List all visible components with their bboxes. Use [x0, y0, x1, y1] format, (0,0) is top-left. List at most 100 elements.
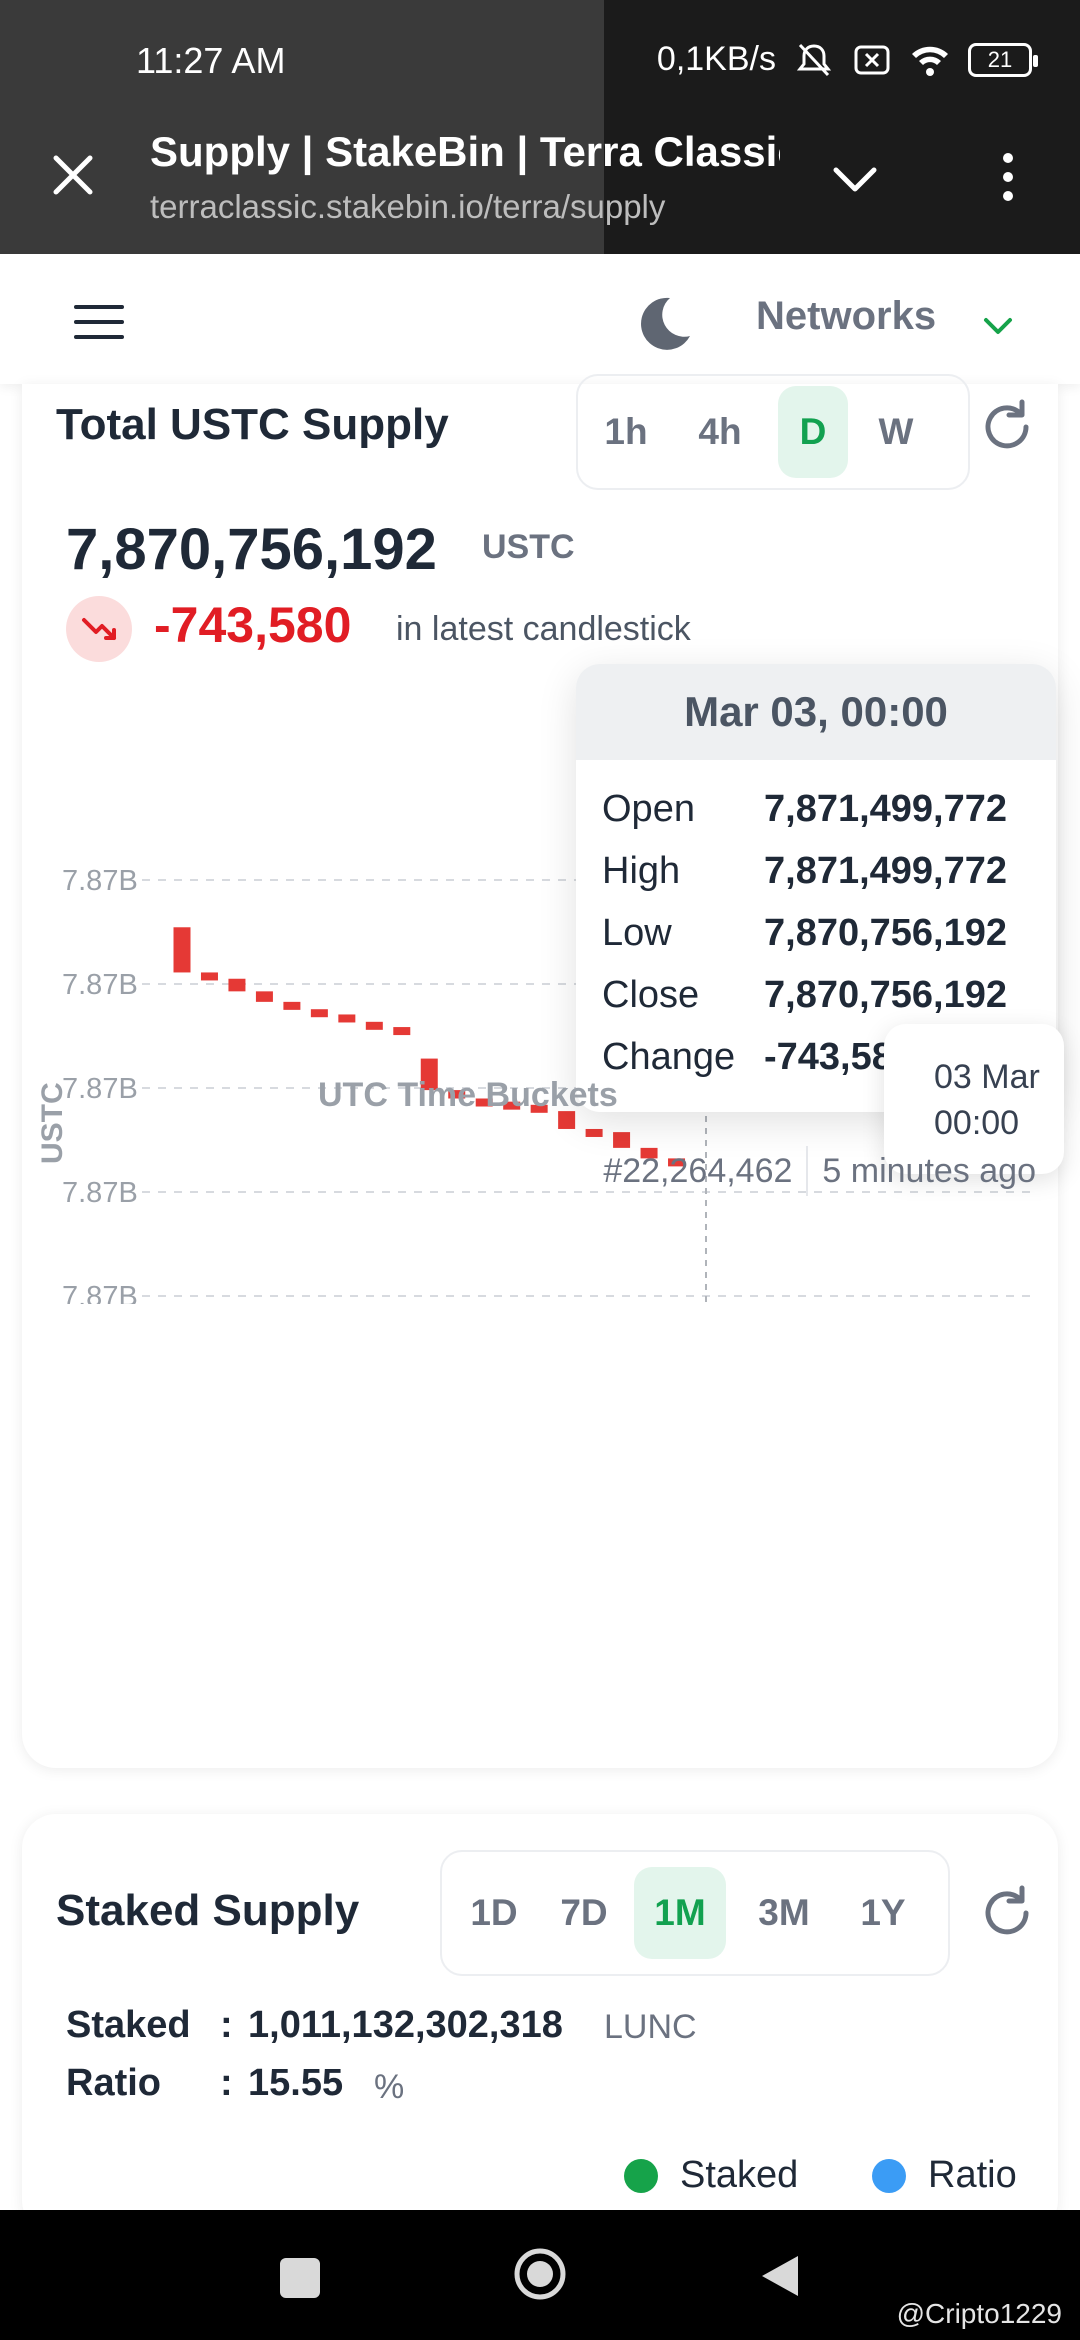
- y-tick-label: 7.87B: [62, 969, 138, 1001]
- y-axis-title: USTC: [36, 1082, 69, 1164]
- total-supply-value: 7,870,756,192: [66, 517, 437, 582]
- watermark: @Cripto1229: [896, 2298, 1062, 2329]
- staked-value: 1,011,132,302,318: [248, 2004, 563, 2046]
- candle-17-feb[interactable]: [310, 1009, 328, 1018]
- tooltip-label: Close: [602, 973, 700, 1016]
- interval-1d[interactable]: 1D: [470, 1892, 518, 1933]
- tooltip-row-open: Open 7,871,499,772: [602, 778, 1056, 840]
- candle-02-mar[interactable]: [668, 1158, 686, 1167]
- wifi-icon: [912, 46, 948, 76]
- ratio-unit: %: [374, 2068, 405, 2106]
- ratio-colon: :: [220, 2062, 233, 2104]
- total-supply-title: Total USTC Supply: [56, 400, 449, 449]
- header-shade: [0, 0, 604, 254]
- interval-1m[interactable]: 1M: [634, 1867, 726, 1959]
- divider: [806, 1146, 809, 1196]
- y-tick-label: 7.87B: [62, 1177, 138, 1209]
- recent-apps-button[interactable]: [280, 2258, 320, 2298]
- interval-w[interactable]: W: [878, 411, 914, 452]
- mute-bell-icon: [796, 43, 832, 76]
- y-tick-label: 7.87B: [62, 865, 138, 897]
- tooltip-label: Open: [602, 787, 695, 830]
- total-supply-unit: USTC: [482, 528, 575, 566]
- tooltip-value: 7,871,499,772: [764, 787, 1008, 830]
- hover-time: 00:00: [934, 1104, 1020, 1142]
- legend-label: Ratio: [928, 2154, 1017, 2196]
- status-time: 11:27 AM: [136, 40, 286, 81]
- interval-selector: 1h 4h D W: [576, 374, 970, 490]
- status-bar: 11:27 AM 0,1KB/s 21: [0, 0, 1080, 125]
- candle-12-feb[interactable]: [173, 927, 191, 973]
- chevron-down-icon[interactable]: [980, 310, 1016, 340]
- staked-supply-card: Staked Supply 1D 7D 1M 3M 1Y Staked : 1,…: [22, 1814, 1058, 2234]
- candle-01-mar[interactable]: [640, 1147, 658, 1159]
- battery-level: 21: [987, 46, 1013, 72]
- staked-unit: LUNC: [604, 2008, 697, 2046]
- candle-28-feb[interactable]: [613, 1132, 631, 1148]
- legend-staked[interactable]: Staked: [624, 2154, 798, 2197]
- tooltip-header: Mar 03, 00:00: [576, 664, 1056, 760]
- candle-13-feb[interactable]: [200, 972, 218, 981]
- interval-1h[interactable]: 1h: [604, 411, 648, 452]
- candle-15-feb[interactable]: [255, 991, 273, 1002]
- latest-change-note: in latest candlestick: [396, 610, 691, 648]
- page-title: Supply | StakeBin | Terra Classic: [150, 128, 780, 175]
- interval-1y[interactable]: 1Y: [860, 1892, 906, 1933]
- candle-14-feb[interactable]: [228, 978, 246, 992]
- tooltip-value: 7,870,756,192: [764, 911, 1008, 954]
- interval-d[interactable]: D: [778, 386, 848, 478]
- ratio-value: 15.55: [248, 2062, 344, 2104]
- dark-mode-moon-icon[interactable]: [636, 294, 694, 352]
- home-button-icon[interactable]: [512, 2246, 568, 2302]
- staked-interval-selector: 1D 7D 1M 3M 1Y: [440, 1850, 950, 1976]
- block-height[interactable]: #22,264,462: [603, 1151, 793, 1190]
- candle-20-feb[interactable]: [393, 1027, 411, 1036]
- menu-icon[interactable]: [72, 302, 126, 342]
- app-nav-bar: Networks: [0, 254, 1080, 384]
- candle-19-feb[interactable]: [365, 1021, 383, 1030]
- more-vertical-icon[interactable]: [996, 150, 1020, 204]
- interval-7d[interactable]: 7D: [560, 1892, 608, 1933]
- staked-colon: :: [220, 2004, 233, 2046]
- legend-dot-staked: [624, 2158, 658, 2193]
- x-axis-title: UTC Time Buckets: [318, 1076, 618, 1114]
- staked-supply-title: Staked Supply: [56, 1886, 360, 1935]
- candle-21-feb[interactable]: [420, 1058, 438, 1091]
- close-icon[interactable]: [48, 150, 98, 200]
- tooltip-row-high: High 7,871,499,772: [602, 840, 1056, 902]
- legend-label: Staked: [680, 2154, 799, 2196]
- legend-dot-ratio: [872, 2158, 906, 2193]
- back-button-icon[interactable]: [758, 2252, 802, 2300]
- networks-dropdown[interactable]: Networks: [756, 294, 937, 338]
- tooltip-value: 7,870,756,192: [764, 973, 1008, 1016]
- candle-25-feb[interactable]: [530, 1104, 548, 1113]
- candle-26-feb[interactable]: [558, 1111, 576, 1129]
- candle-24-feb[interactable]: [503, 1101, 521, 1110]
- tooltip-label: Low: [602, 911, 672, 954]
- candle-16-feb[interactable]: [283, 1001, 301, 1010]
- y-tick-label: 7.87B: [62, 1073, 138, 1105]
- interval-4h[interactable]: 4h: [698, 411, 742, 452]
- sim-off-icon: [854, 45, 890, 74]
- interval-3m[interactable]: 3M: [758, 1892, 810, 1933]
- candle-27-feb[interactable]: [585, 1128, 603, 1137]
- page-url[interactable]: terraclassic.stakebin.io/terra/supply: [150, 188, 666, 225]
- refresh-icon[interactable]: [978, 1884, 1036, 1942]
- y-tick-label: 7.87B: [62, 1281, 138, 1304]
- hover-date: 03 Mar: [934, 1058, 1040, 1096]
- candle-23-feb[interactable]: [475, 1098, 493, 1107]
- block-info: #22,264,462 5 minutes ago: [603, 1146, 1036, 1196]
- latest-change-value: -743,580: [154, 597, 352, 653]
- refresh-icon[interactable]: [978, 398, 1036, 456]
- legend-ratio[interactable]: Ratio: [872, 2154, 1017, 2197]
- candle-22-feb[interactable]: [448, 1090, 466, 1099]
- status-icons: 0,1KB/s 21: [657, 40, 1038, 79]
- updated-time: 5 minutes ago: [822, 1151, 1036, 1190]
- battery-icon: 21: [968, 42, 1038, 77]
- staked-label: Staked: [66, 2004, 191, 2046]
- tooltip-row-close: Close 7,870,756,192: [602, 964, 1056, 1026]
- candle-18-feb[interactable]: [338, 1014, 356, 1023]
- browser-header: 11:27 AM 0,1KB/s 21 Supply | StakeBin | …: [0, 0, 1080, 254]
- chevron-down-icon[interactable]: [828, 152, 882, 206]
